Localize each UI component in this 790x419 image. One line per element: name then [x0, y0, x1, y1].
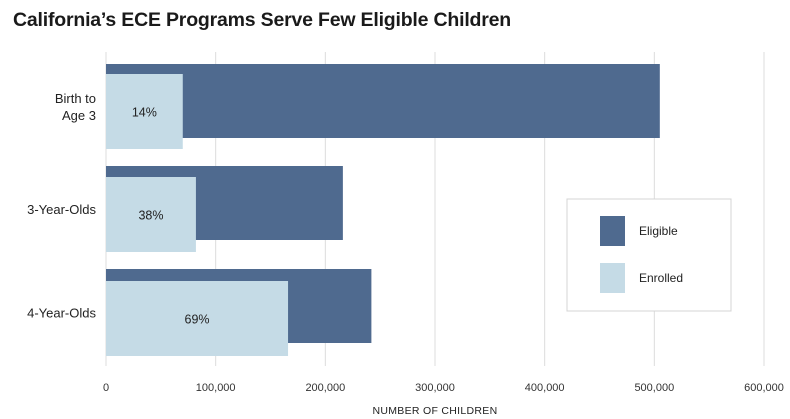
- category-label: Birth to: [55, 91, 96, 106]
- category-label: 4-Year-Olds: [27, 306, 96, 321]
- category-label: 3-Year-Olds: [27, 202, 96, 217]
- x-axis-ticks: 0 100,000 200,000 300,000 400,000 500,000 600,…: [103, 382, 784, 394]
- legend: Eligible Enrolled: [566, 198, 732, 312]
- bar-enrolled: [106, 281, 289, 356]
- legend-box: [566, 198, 732, 312]
- category-labels: Birth to Age 3 3-Year-Olds 4-Year-Olds: [27, 91, 96, 321]
- legend-swatch-enrolled: [600, 263, 625, 293]
- bars: 14% 38% 69%: [106, 64, 660, 356]
- legend-swatch-eligible: [600, 216, 625, 246]
- bar-eligible: [106, 64, 660, 138]
- legend-label-enrolled: Enrolled: [639, 271, 683, 285]
- legend-label-eligible: Eligible: [639, 224, 678, 238]
- bar-enrolled: [106, 177, 196, 252]
- x-axis-title: NUMBER OF CHILDREN: [373, 405, 498, 417]
- data-label-percent: 38%: [138, 209, 163, 223]
- bar-enrolled: [106, 74, 183, 149]
- x-tick-label: 100,000: [196, 382, 236, 394]
- x-tick-label: 0: [103, 382, 109, 394]
- data-label-percent: 69%: [185, 313, 210, 327]
- category-label: Age 3: [62, 108, 96, 123]
- x-tick-label: 600,000: [744, 382, 784, 394]
- chart-title: California’s ECE Programs Serve Few Elig…: [13, 9, 511, 31]
- x-tick-label: 200,000: [305, 382, 345, 394]
- x-tick-label: 300,000: [415, 382, 455, 394]
- x-tick-label: 400,000: [525, 382, 565, 394]
- data-label-percent: 14%: [132, 106, 157, 120]
- x-tick-label: 500,000: [634, 382, 674, 394]
